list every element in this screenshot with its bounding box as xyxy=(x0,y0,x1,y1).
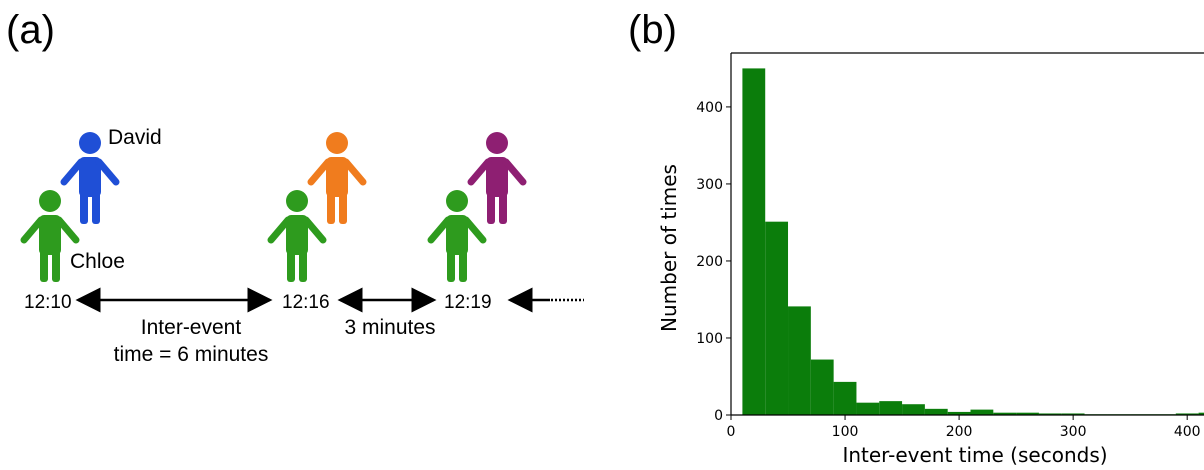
y-tick-label-2: 200 xyxy=(696,254,723,270)
person-icon-david xyxy=(60,132,120,224)
histogram-bar-4 xyxy=(833,381,857,415)
gap-label-1-line-1: Inter-event xyxy=(140,316,242,339)
y-tick-label-0: 0 xyxy=(714,408,723,424)
histogram-bar-7 xyxy=(902,404,925,415)
person-name-chloe: Chloe xyxy=(70,250,125,273)
histogram-bar-11 xyxy=(993,412,1017,415)
x-tick-label-2: 200 xyxy=(946,424,973,440)
person-icon-orange xyxy=(307,132,367,224)
time-label-3: 12:19 xyxy=(444,292,492,313)
histogram-bar-2 xyxy=(788,306,811,415)
gap-label-2: 3 minutes xyxy=(344,316,436,339)
histogram-bar-3 xyxy=(810,359,834,415)
time-label-1: 12:10 xyxy=(24,292,72,313)
histogram-bar-1 xyxy=(765,221,789,415)
bars xyxy=(742,68,1204,415)
histogram-bar-6 xyxy=(879,401,903,415)
gap-label-1-line-2: time = 6 minutes xyxy=(113,343,269,366)
x-tick-label-3: 300 xyxy=(1060,424,1087,440)
person-name-david: David xyxy=(108,126,162,149)
histogram-bar-0 xyxy=(742,68,766,415)
histogram-bar-10 xyxy=(970,409,994,415)
axes: 0 100 200 300 400 0 100 200 300 400 xyxy=(696,52,1204,440)
histogram-bar-12 xyxy=(1016,412,1039,415)
time-label-2: 12:16 xyxy=(282,292,330,313)
histogram-bar-19 xyxy=(1175,413,1199,415)
x-tick-label-4: 400 xyxy=(1174,424,1201,440)
y-axis-title: Number of times xyxy=(657,164,681,332)
histogram-bar-20 xyxy=(1198,412,1204,415)
person-icon-chloe-3 xyxy=(427,190,487,282)
person-icon-chloe xyxy=(20,190,80,282)
y-tick-label-1: 100 xyxy=(696,331,723,347)
panel-b-label: (b) xyxy=(628,8,677,52)
y-tick-label-3: 300 xyxy=(696,177,723,193)
x-tick-label-1: 100 xyxy=(832,424,859,440)
histogram-bar-8 xyxy=(924,408,948,415)
histogram-bar-14 xyxy=(1061,413,1085,415)
y-tick-label-4: 400 xyxy=(696,100,723,116)
gap-label-1: Inter-event time = 6 minutes xyxy=(96,314,286,368)
histogram-bar-5 xyxy=(856,402,880,415)
x-tick-label-0: 0 xyxy=(727,424,736,440)
panel-a-label: (a) xyxy=(6,8,55,52)
histogram-bar-13 xyxy=(1038,413,1062,415)
histogram-bar-9 xyxy=(947,411,971,415)
person-icon-chloe-2 xyxy=(267,190,327,282)
person-icon-purple xyxy=(467,132,527,224)
x-axis-title: Inter-event time (seconds) xyxy=(842,443,1107,467)
